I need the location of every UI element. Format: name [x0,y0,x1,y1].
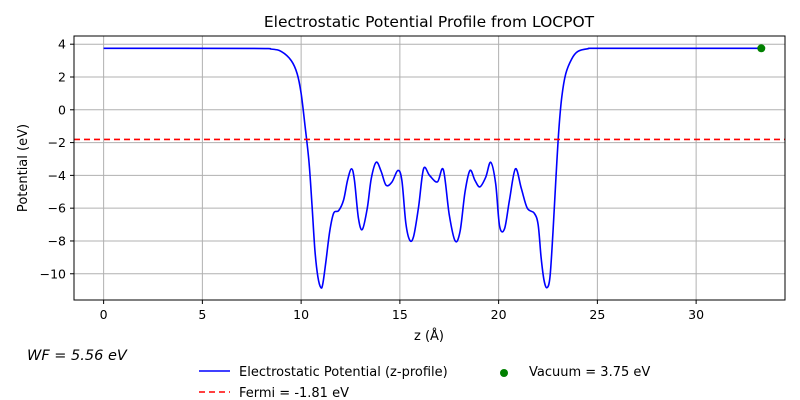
y-tick-label: 0 [58,102,66,117]
grid-layer [74,36,785,300]
x-tick-label: 0 [100,307,108,322]
x-tick-label: 20 [491,307,507,322]
y-tick-label: 2 [58,69,66,84]
y-tick-label: 4 [58,37,66,52]
x-tick-label: 25 [589,307,605,322]
y-tick-label: −8 [48,233,66,248]
vacuum-level-point [757,44,766,53]
chart-title: Electrostatic Potential Profile from LOC… [264,13,595,31]
x-tick-label: 15 [392,307,408,322]
y-tick-label: −10 [40,266,66,281]
y-tick-label: −6 [48,201,66,216]
y-tick-label: −2 [48,135,66,150]
legend-label-vacuum: Vacuum = 3.75 eV [529,365,650,380]
work-function-annotation: WF = 5.56 eV [27,348,128,364]
y-axis-label: Potential (eV) [16,124,31,212]
legend: Electrostatic Potential (z-profile) Ferm… [199,365,650,400]
legend-label-potential: Electrostatic Potential (z-profile) [239,365,448,380]
tick-layer: 0 5 10 15 20 25 30 −10 −8 −6 −4 −2 0 2 4 [40,37,705,322]
legend-swatch-vacuum [500,369,508,377]
legend-label-fermi: Fermi = -1.81 eV [239,386,349,400]
x-axis-label: z (Å) [414,328,444,344]
x-tick-label: 5 [198,307,206,322]
plot-frame [73,35,786,301]
x-tick-label: 30 [688,307,704,322]
plot-layer [74,44,785,289]
y-tick-label: −4 [48,168,66,183]
potential-profile-line [103,47,762,289]
x-tick-label: 10 [293,307,309,322]
